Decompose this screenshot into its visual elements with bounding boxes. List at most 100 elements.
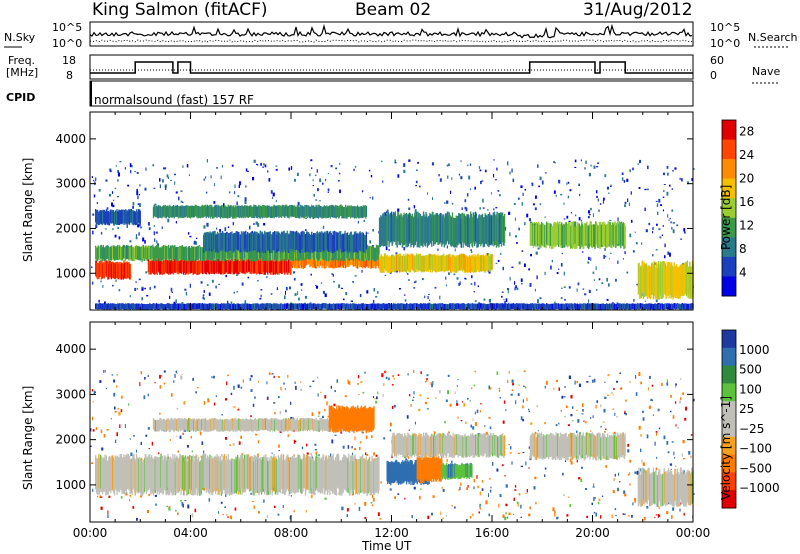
power-noise-cell: [102, 285, 104, 288]
velocity-noise-cell: [129, 499, 131, 502]
power-band-cell: [502, 303, 504, 309]
velocity-noise-cell: [225, 398, 228, 401]
power-noise-cell: [655, 200, 658, 202]
power-band-cell: [653, 304, 655, 310]
velocity-noise-cell: [274, 412, 276, 415]
power-noise-cell: [504, 226, 507, 231]
velocity-noise-cell: [518, 493, 521, 496]
power-noise-cell: [159, 178, 161, 182]
beam-title: Beam 02: [355, 0, 432, 20]
power-band-cell: [122, 246, 124, 260]
velocity-noise-cell: [680, 397, 682, 401]
power-noise-cell: [432, 197, 433, 200]
velocity-noise-cell: [418, 408, 421, 412]
power-band-cell: [173, 258, 175, 273]
power-band-cell: [318, 246, 320, 260]
power-band-cell: [490, 304, 493, 310]
power-band-cell: [323, 206, 325, 219]
power-band-cell: [155, 303, 157, 309]
power-band-cell: [278, 304, 280, 310]
power-band-cell: [242, 259, 244, 273]
power-noise-cell: [662, 209, 664, 212]
velocity-noise-cell: [381, 373, 384, 378]
power-noise-cell: [117, 170, 119, 173]
power-noise-cell: [563, 271, 565, 276]
power-noise-cell: [270, 293, 273, 295]
power-noise-cell: [570, 212, 573, 214]
power-noise-cell: [255, 221, 258, 225]
power-band-cell: [139, 210, 141, 225]
velocity-noise-cell: [249, 378, 252, 381]
velocity-noise-cell: [411, 515, 413, 519]
power-band-cell: [287, 261, 289, 275]
velocity-noise-cell: [385, 376, 388, 380]
power-noise-cell: [645, 229, 648, 233]
velocity-noise-cell: [140, 371, 143, 375]
power-band-cell: [479, 215, 481, 245]
power-band-cell: [354, 234, 356, 252]
power-band-cell: [225, 232, 227, 251]
power-noise-cell: [375, 296, 378, 298]
power-band-cell: [669, 304, 671, 310]
power-noise-cell: [541, 180, 544, 185]
power-band-cell: [450, 217, 452, 247]
velocity-noise-cell: [426, 374, 429, 377]
velocity-noise-cell: [563, 396, 566, 398]
power-noise-cell: [100, 280, 102, 283]
power-noise-cell: [669, 252, 671, 257]
power-noise-cell: [535, 251, 538, 255]
power-band-cell: [289, 205, 292, 217]
power-band-cell: [106, 245, 108, 259]
power-noise-cell: [327, 191, 329, 193]
power-band-cell: [526, 303, 528, 309]
power-noise-cell: [239, 181, 241, 186]
power-noise-cell: [331, 273, 333, 275]
power-band-cell: [689, 261, 691, 294]
velocity-noise-cell: [268, 372, 271, 375]
power-band-cell: [421, 215, 423, 245]
power-band-cell: [329, 230, 332, 249]
velocity-noise-cell: [258, 381, 260, 383]
power-band-cell: [285, 204, 287, 216]
velocity-noise-cell: [505, 409, 507, 412]
power-band-cell: [593, 303, 595, 309]
power-band-cell: [620, 225, 622, 249]
power-noise-cell: [511, 266, 514, 268]
power-band-cell: [309, 234, 312, 253]
velocity-noise-cell: [651, 399, 653, 402]
power-noise-cell: [528, 268, 530, 271]
power-band-cell: [546, 303, 548, 309]
velocity-noise-cell: [372, 497, 375, 502]
velocity-noise-cell: [115, 439, 117, 443]
velocity-noise-cell: [642, 410, 644, 413]
velocity-noise-cell: [420, 488, 422, 491]
power-band-cell: [551, 303, 553, 310]
power-noise-cell: [588, 299, 590, 303]
velocity-noise-cell: [635, 375, 637, 379]
velocity-noise-cell: [446, 458, 448, 463]
velocity-noise-cell: [652, 414, 654, 416]
power-noise-cell: [545, 172, 547, 174]
power-noise-cell: [180, 200, 183, 203]
power-noise-cell: [524, 188, 526, 191]
velocity-noise-cell: [448, 431, 450, 434]
velocity-noise-cell: [177, 450, 179, 453]
power-band-cell: [410, 218, 412, 248]
velocity-noise-cell: [290, 417, 293, 420]
power-band-cell: [150, 245, 153, 259]
velocity-noise-cell: [624, 493, 627, 497]
power-band-cell: [591, 225, 593, 248]
power-band-cell: [637, 263, 640, 295]
power-noise-cell: [587, 216, 590, 219]
power-band-cell: [191, 245, 193, 260]
power-noise-cell: [563, 202, 565, 205]
velocity-noise-cell: [90, 428, 92, 432]
velocity-noise-cell: [472, 426, 475, 430]
power-band-cell: [667, 264, 669, 296]
velocity-noise-cell: [661, 382, 663, 386]
power-band-cell: [450, 257, 452, 273]
power-band-cell: [363, 304, 365, 310]
velocity-noise-cell: [435, 397, 437, 399]
velocity-noise-cell: [306, 452, 309, 455]
power-noise-cell: [584, 167, 586, 170]
